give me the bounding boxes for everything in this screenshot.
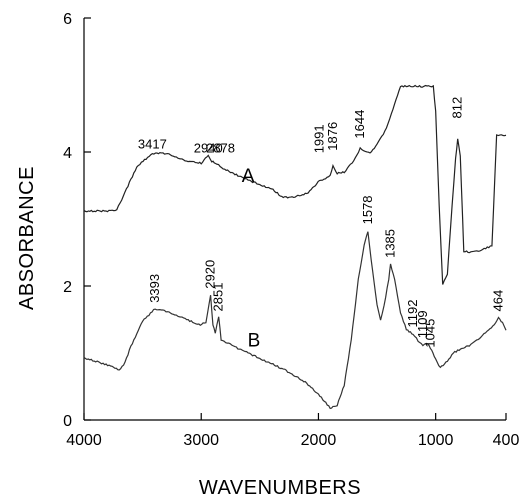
axes xyxy=(83,18,506,421)
peak-label-1109: 1109 xyxy=(415,310,430,338)
y-tick-label: 2 xyxy=(63,279,72,296)
peak-label-1644: 1644 xyxy=(352,110,367,139)
series-b-label: B xyxy=(248,330,261,351)
peak-label-1192: 1192 xyxy=(405,300,420,328)
y-tick-label: 0 xyxy=(63,413,72,430)
peak-label-464: 464 xyxy=(491,290,506,312)
x-tick-label: 1000 xyxy=(418,432,454,449)
peak-label-1385: 1385 xyxy=(383,229,398,258)
peak-label-1991: 1991 xyxy=(312,124,327,153)
series-a-label: A xyxy=(242,166,255,187)
peak-label-3393: 3393 xyxy=(147,274,162,303)
peak-label-2851: 2851 xyxy=(211,283,226,312)
x-tick-label: 400 xyxy=(493,432,520,449)
y-tick-label: 6 xyxy=(63,11,72,28)
x-tick-label: 3000 xyxy=(183,432,219,449)
x-tick-label: 4000 xyxy=(66,432,102,449)
peak-label-1578: 1578 xyxy=(360,195,375,224)
peak-label-2940: 2940 xyxy=(194,141,223,156)
series-a-line xyxy=(83,84,507,285)
peak-label-2920: 2920 xyxy=(203,260,218,289)
y-axis-title: ABSORBANCE xyxy=(16,166,38,310)
series-b-line xyxy=(83,231,507,410)
series-group: AB xyxy=(83,84,507,410)
peak-label-2878: 2878 xyxy=(206,141,235,156)
x-axis-title: WAVENUMBERS xyxy=(199,477,361,499)
peak-label-3417: 3417 xyxy=(138,137,167,152)
peak-label-812: 812 xyxy=(450,97,465,119)
x-tick-label: 2000 xyxy=(301,432,337,449)
y-tick-label: 4 xyxy=(63,145,72,162)
peak-label-1876: 1876 xyxy=(325,122,340,151)
peak-label-1045: 1045 xyxy=(422,319,437,348)
